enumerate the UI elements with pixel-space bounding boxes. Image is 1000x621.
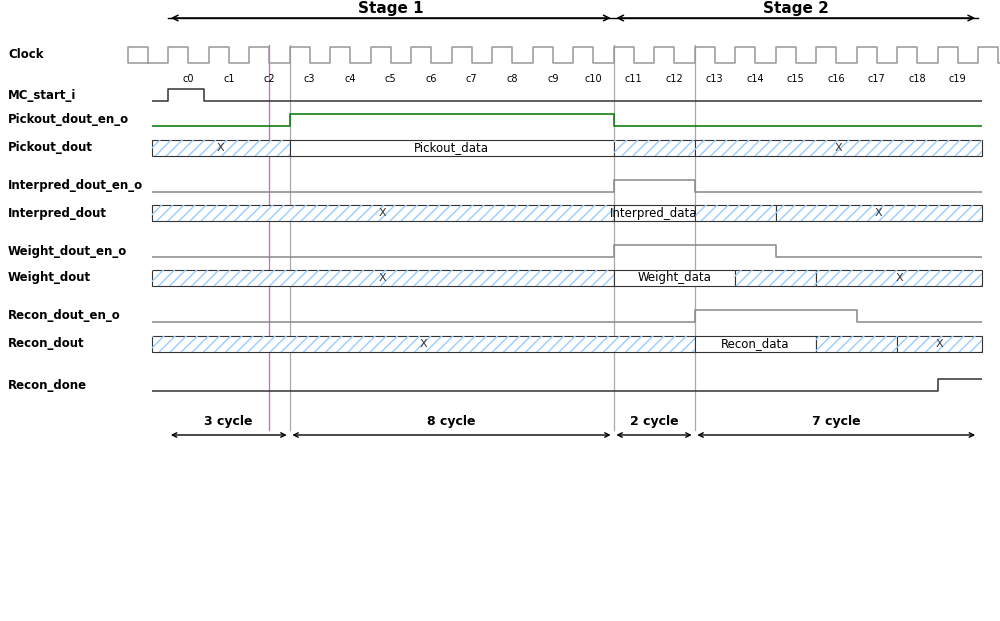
Bar [152, 140, 290, 156]
Bar [614, 140, 694, 156]
Bar [614, 270, 735, 286]
Text: 2 cycle: 2 cycle [630, 415, 678, 428]
Text: c1: c1 [223, 74, 234, 84]
Text: c3: c3 [304, 74, 316, 84]
Text: c9: c9 [547, 74, 558, 84]
Bar [816, 336, 897, 352]
Bar [735, 270, 816, 286]
Text: Recon_done: Recon_done [8, 379, 87, 391]
Text: X: X [217, 143, 224, 153]
Text: c12: c12 [665, 74, 683, 84]
Text: Weight_dout: Weight_dout [8, 271, 91, 284]
Text: Recon_dout: Recon_dout [8, 337, 85, 350]
Text: Interpred_data: Interpred_data [610, 207, 698, 219]
Text: c0: c0 [182, 74, 194, 84]
Bar [694, 205, 776, 221]
Text: Recon_dout_en_o: Recon_dout_en_o [8, 309, 121, 322]
Text: X: X [895, 273, 903, 283]
Bar [694, 140, 982, 156]
Bar [816, 336, 897, 352]
Text: MC_start_i: MC_start_i [8, 89, 76, 101]
Text: c19: c19 [949, 74, 967, 84]
Text: c18: c18 [908, 74, 926, 84]
Text: c16: c16 [827, 74, 845, 84]
Text: c15: c15 [787, 74, 805, 84]
Text: Stage 1: Stage 1 [358, 1, 424, 16]
Text: Weight_dout_en_o: Weight_dout_en_o [8, 245, 127, 258]
Bar [152, 140, 290, 156]
Text: c10: c10 [584, 74, 602, 84]
Text: Interpred_dout: Interpred_dout [8, 207, 107, 219]
Text: X: X [379, 208, 386, 218]
Text: X: X [936, 339, 943, 349]
Bar [152, 205, 614, 221]
Bar [152, 270, 614, 286]
Text: c4: c4 [344, 74, 356, 84]
Text: Recon_data: Recon_data [721, 337, 790, 350]
Bar [152, 270, 614, 286]
Text: Weight_data: Weight_data [637, 271, 711, 284]
Bar [694, 336, 816, 352]
Bar [614, 205, 694, 221]
Bar [694, 205, 776, 221]
Bar [614, 140, 694, 156]
Bar [897, 336, 982, 352]
Text: c2: c2 [263, 74, 275, 84]
Text: Clock: Clock [8, 48, 44, 61]
Bar [735, 270, 816, 286]
Bar [152, 336, 694, 352]
Bar [152, 336, 694, 352]
Text: c7: c7 [466, 74, 478, 84]
Text: 3 cycle: 3 cycle [205, 415, 253, 428]
Bar [694, 140, 982, 156]
Text: c8: c8 [507, 74, 518, 84]
Text: 7 cycle: 7 cycle [812, 415, 861, 428]
Text: X: X [379, 273, 386, 283]
Text: Pickout_data: Pickout_data [414, 142, 489, 155]
Text: c13: c13 [706, 74, 724, 84]
Text: X: X [875, 208, 883, 218]
Text: 8 cycle: 8 cycle [427, 415, 476, 428]
Text: c5: c5 [385, 74, 397, 84]
Text: c11: c11 [625, 74, 643, 84]
Bar [776, 205, 982, 221]
Bar [776, 205, 982, 221]
Bar [897, 336, 982, 352]
Bar [290, 140, 614, 156]
Bar [816, 270, 982, 286]
Bar [152, 205, 614, 221]
Text: Pickout_dout: Pickout_dout [8, 142, 93, 155]
Text: c6: c6 [426, 74, 437, 84]
Text: c17: c17 [868, 74, 886, 84]
Text: Stage 2: Stage 2 [763, 1, 829, 16]
Text: X: X [419, 339, 427, 349]
Text: Pickout_dout_en_o: Pickout_dout_en_o [8, 114, 129, 127]
Bar [816, 270, 982, 286]
Text: c14: c14 [746, 74, 764, 84]
Text: Interpred_dout_en_o: Interpred_dout_en_o [8, 179, 143, 193]
Text: X: X [834, 143, 842, 153]
